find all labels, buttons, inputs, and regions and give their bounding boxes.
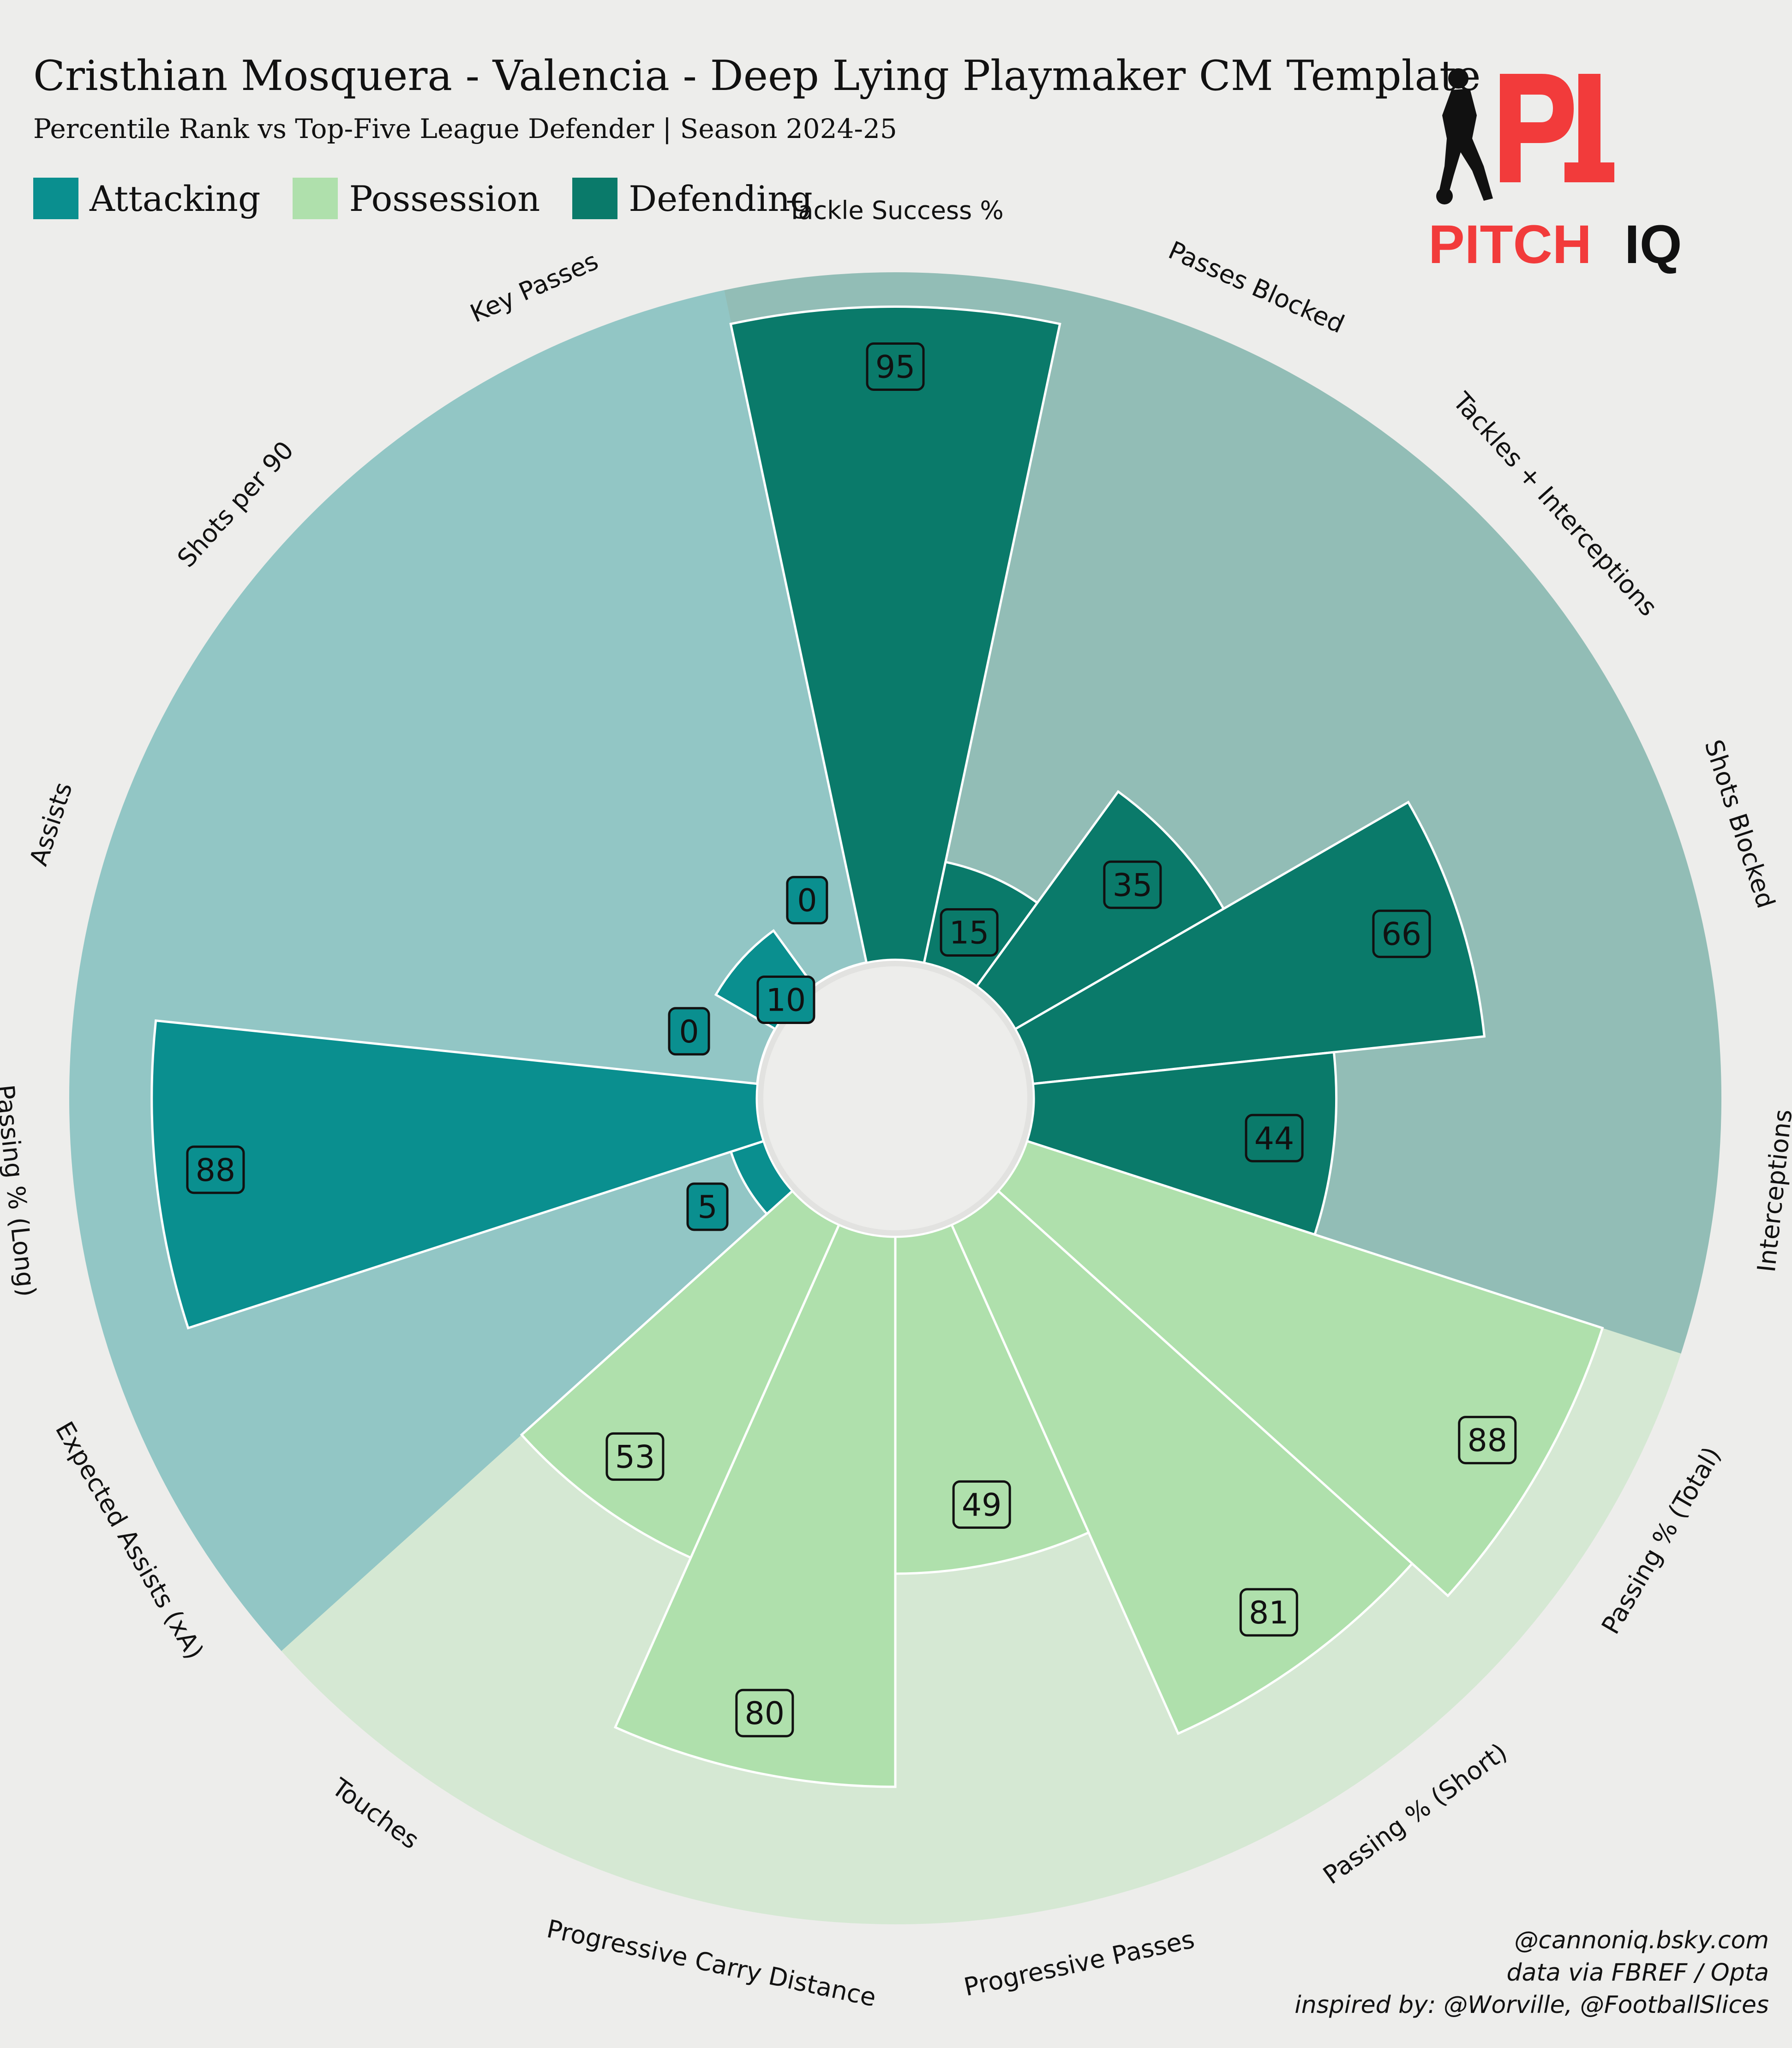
value-label-text: 80 (745, 1695, 785, 1732)
center-hole (758, 961, 1033, 1236)
value-label-box (1103, 860, 1162, 909)
value-label-text: 81 (1249, 1595, 1289, 1631)
value-label-text: 35 (1113, 867, 1153, 904)
value-label-box (1372, 910, 1431, 958)
logo-text-left: PITCH (1428, 214, 1592, 275)
category-label-touches: Touches (326, 1773, 425, 1855)
category-label-tackle-success: Tackle Success % (786, 196, 1003, 225)
value-label-box (1245, 1114, 1304, 1162)
legend-swatch-possession (293, 178, 338, 219)
value-label-text: 88 (196, 1152, 236, 1189)
value-label-box (186, 1145, 245, 1194)
value-label-passing-total: 88 (1458, 1416, 1517, 1465)
legend-item-defending: Defending (572, 178, 813, 219)
bar-interceptions (1025, 1051, 1338, 1236)
value-label-text: 0 (679, 1014, 699, 1050)
credit-inspired: inspired by: @Worville, @FootballSlices (1295, 1991, 1769, 2019)
credit-source: data via FBREF / Opta (1506, 1959, 1769, 1987)
credits: @cannoniq.bsky.com data via FBREF / Opta… (1295, 1924, 1769, 2021)
value-label-interceptions: 44 (1245, 1114, 1304, 1162)
category-label-progressive-passes: Progressive Passes (961, 1925, 1197, 2002)
category-label-assists: Assists (24, 778, 78, 869)
value-label-text: 0 (797, 883, 817, 919)
bar-passing-total (996, 1139, 1604, 1598)
value-label-box (605, 1432, 665, 1481)
legend-label-possession: Possession (349, 178, 540, 219)
legend-swatch-defending (572, 178, 618, 219)
value-label-progressive-passes: 49 (952, 1480, 1011, 1529)
bar-tackle-success (729, 305, 1061, 964)
value-labels: 95 15 35 66 44 88 81 49 80 53 5 88 0 10 0 (186, 342, 1517, 1737)
value-label-text: 49 (962, 1487, 1002, 1523)
legend-item-possession: Possession (293, 178, 540, 219)
chart-title: Cristhian Mosquera - Valencia - Deep Lyi… (33, 52, 1481, 100)
value-label-box (735, 1689, 794, 1737)
category-label-progressive-carry-distance: Progressive Carry Distance (544, 1914, 879, 2012)
legend: Attacking Possession Defending (33, 175, 845, 222)
chart-subtitle: Percentile Rank vs Top-Five League Defen… (33, 113, 897, 144)
background-sector-shots-per-90 (180, 429, 814, 1030)
value-label-text: 88 (1467, 1423, 1507, 1459)
value-label-text: 10 (766, 982, 806, 1019)
background-sector-expected-assists-xa (109, 1141, 793, 1651)
value-label-text: 44 (1254, 1120, 1295, 1157)
value-label-key-passes: 0 (786, 876, 828, 925)
value-label-box (1239, 1588, 1298, 1637)
value-label-passes-blocked: 15 (940, 908, 999, 957)
logo-mark (1500, 74, 1614, 182)
value-label-box (668, 1007, 710, 1056)
legend-label-defending: Defending (629, 178, 813, 219)
category-label-key-passes: Key Passes (466, 246, 603, 329)
logo-text-right: IQ (1624, 214, 1682, 275)
value-label-box (756, 976, 815, 1024)
value-label-tackle-success: 95 (866, 342, 925, 391)
bar-progressive-passes (894, 1223, 1091, 1575)
bars (150, 305, 1604, 1788)
value-label-text: 15 (949, 915, 989, 952)
category-label-passing-long: Passing % (Long) (0, 1084, 42, 1299)
value-label-assists: 0 (668, 1007, 710, 1056)
legend-swatch-attacking (33, 178, 78, 219)
value-label-tackles-interceptions: 35 (1103, 860, 1162, 909)
category-label-passes-blocked: Passes Blocked (1164, 235, 1349, 339)
value-label-text: 66 (1382, 916, 1422, 953)
value-label-expected-assists-xa: 5 (686, 1182, 729, 1231)
value-label-box (786, 876, 828, 925)
background-sector-assists (73, 684, 776, 1084)
value-label-shots-per-90: 10 (756, 976, 815, 1024)
value-label-box (1458, 1416, 1517, 1465)
value-label-box (940, 908, 999, 957)
footballer-silhouette-icon (1436, 68, 1493, 204)
background-sector-passes-blocked (924, 290, 1382, 987)
bar-tackles-interceptions (975, 790, 1225, 1031)
value-label-box (686, 1182, 729, 1231)
value-label-text: 95 (875, 349, 916, 386)
value-label-box (952, 1480, 1011, 1529)
category-label-interceptions: Interceptions (1752, 1108, 1792, 1274)
bar-touches (520, 1189, 841, 1559)
value-label-box (866, 342, 925, 391)
legend-label-attacking: Attacking (90, 178, 261, 219)
value-label-text: 5 (697, 1189, 717, 1226)
value-label-progressive-carry-distance: 80 (735, 1689, 794, 1737)
value-label-touches: 53 (605, 1432, 665, 1481)
pitch-iq-logo: PITCH IQ (1428, 68, 1682, 275)
bar-progressive-carry-distance (613, 1223, 897, 1788)
value-label-passing-long: 88 (186, 1145, 245, 1194)
bar-key-passes (812, 961, 868, 988)
credit-handle: @cannoniq.bsky.com (1514, 1927, 1769, 1954)
bar-passing-long (150, 1019, 765, 1330)
background-sector-key-passes (409, 290, 867, 987)
value-label-shots-blocked: 66 (1372, 910, 1431, 958)
category-label-shots-blocked: Shots Blocked (1699, 736, 1780, 912)
value-label-text: 53 (615, 1439, 655, 1475)
legend-item-attacking: Attacking (33, 178, 260, 219)
value-label-passing-short: 81 (1239, 1588, 1298, 1637)
bar-shots-blocked (1013, 800, 1486, 1085)
